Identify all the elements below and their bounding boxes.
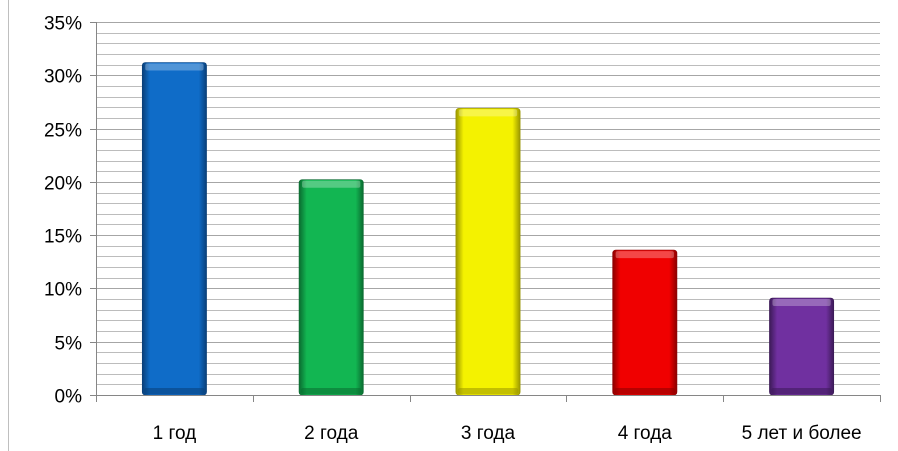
bar (141, 62, 207, 396)
bar-bottom-shade (301, 388, 362, 394)
y-tick-label: 0% (55, 387, 83, 408)
x-tick-label: 1 год (153, 423, 197, 444)
bar (455, 108, 521, 396)
bar-series (141, 62, 835, 396)
bar (612, 249, 678, 396)
y-tick-label: 20% (44, 174, 82, 195)
bar-top-highlight (302, 180, 361, 188)
x-tick-label: 2 года (304, 423, 359, 444)
y-tick-label: 25% (44, 121, 82, 142)
bar (769, 297, 835, 396)
bar-bottom-shade (457, 388, 519, 394)
axes (90, 22, 881, 402)
bar (298, 179, 364, 396)
y-tick-label: 10% (44, 280, 82, 301)
bar-top-highlight (615, 251, 674, 259)
x-tick-label: 5 лет и более (742, 423, 862, 444)
bar-top-highlight (772, 299, 831, 307)
bar-top-highlight (145, 63, 204, 71)
x-tick-label: 4 года (618, 423, 673, 444)
bar-top-highlight (458, 109, 518, 117)
bar-group (769, 297, 835, 396)
tick-labels: 0% 5% 10% 15% 20% 25% 30% 35% 1 год 2 года 3 года 4… (44, 14, 862, 445)
bar-bottom-shade (771, 388, 832, 394)
y-tick-label: 30% (44, 67, 82, 88)
bar-group (612, 249, 678, 396)
bar-group (298, 179, 364, 396)
y-tick-label: 35% (44, 14, 82, 35)
y-tick-label: 15% (44, 227, 82, 248)
bar-group (455, 108, 521, 396)
x-tick-label: 3 года (461, 423, 516, 444)
bar-group (141, 62, 207, 396)
bar-bottom-shade (614, 388, 675, 394)
y-tick-label: 5% (55, 334, 83, 355)
bar-bottom-shade (144, 388, 205, 394)
